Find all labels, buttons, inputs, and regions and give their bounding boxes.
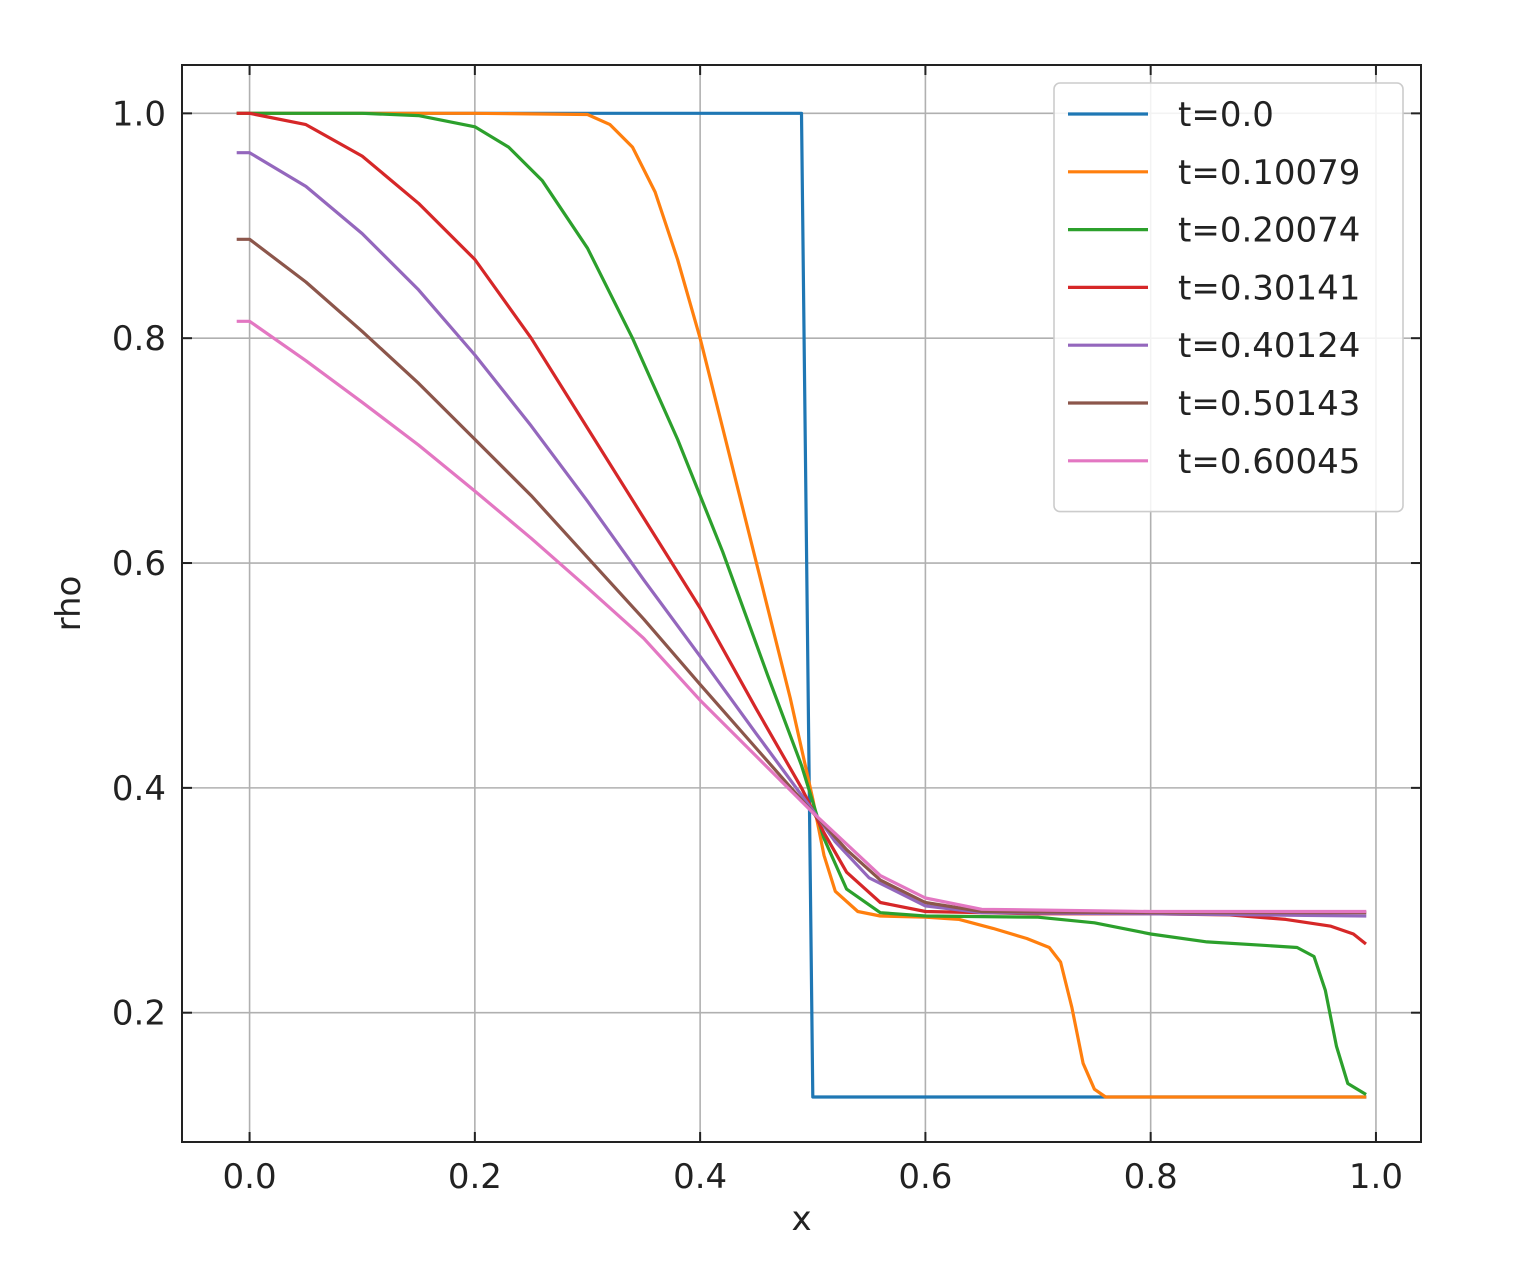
- series-line-6: [236, 319, 1367, 914]
- x-tick-label: 0.0: [223, 1157, 277, 1197]
- y-tick-label: 0.4: [112, 769, 166, 809]
- series-group: [236, 111, 1367, 1099]
- series-line-1: [236, 111, 1367, 1099]
- x-tick-label: 1.0: [1349, 1157, 1403, 1197]
- legend-label: t=0.20074: [1178, 211, 1360, 251]
- series-line-4: [236, 151, 1367, 918]
- y-tick-label: 0.8: [112, 319, 166, 359]
- ticks: 0.0 0.2 0.4 0.6 0.8 1.0 0.2 0.4 0.6 0.8 1.0: [112, 65, 1421, 1197]
- legend: t=0.0 t=0.10079 t=0.20074 t=0.30141 t=0.4012…: [1053, 82, 1404, 513]
- y-axis-label: rho: [49, 576, 89, 632]
- x-tick-label: 0.2: [448, 1157, 502, 1197]
- legend-label: t=0.0: [1178, 95, 1274, 135]
- y-tick-label: 1.0: [112, 94, 166, 134]
- legend-label: t=0.40124: [1178, 326, 1360, 366]
- legend-label: t=0.50143: [1178, 384, 1360, 424]
- legend-label: t=0.30141: [1178, 268, 1360, 308]
- legend-label: t=0.60045: [1178, 442, 1360, 482]
- x-tick-label: 0.8: [1124, 1157, 1178, 1197]
- x-tick-label: 0.4: [673, 1157, 727, 1197]
- legend-label: t=0.10079: [1178, 153, 1360, 193]
- x-tick-label: 0.6: [898, 1157, 952, 1197]
- y-tick-label: 0.6: [112, 544, 166, 584]
- plot-frame: [181, 64, 1422, 1143]
- y-tick-label: 0.2: [112, 994, 166, 1034]
- x-axis-label: x: [791, 1199, 811, 1239]
- series-line-2: [236, 111, 1367, 1096]
- series-line-5: [236, 237, 1367, 915]
